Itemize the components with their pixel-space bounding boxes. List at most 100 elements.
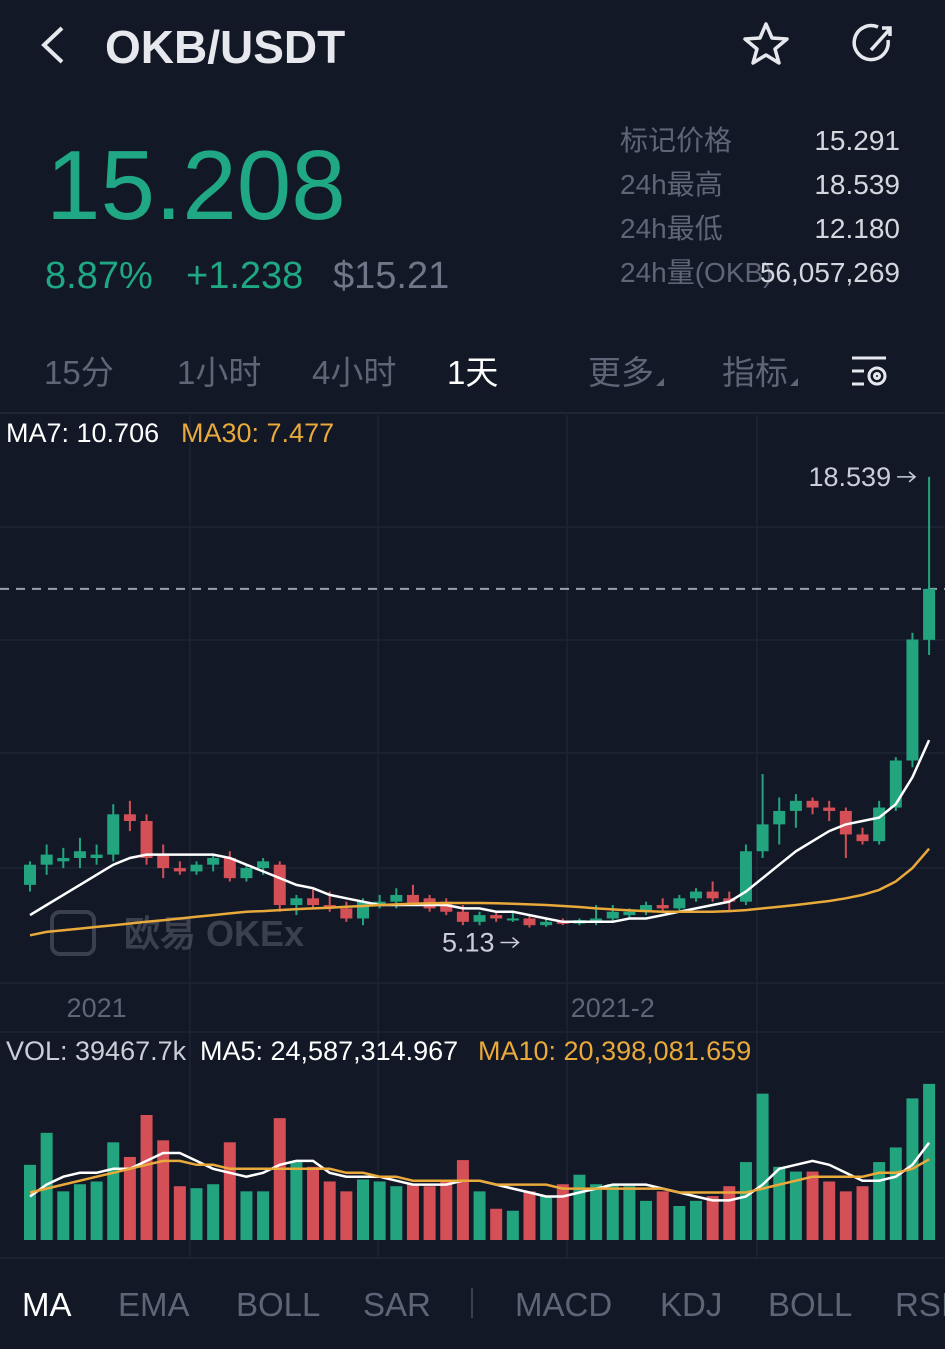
volume-bar — [839, 1191, 852, 1240]
stat-label: 标记价格 — [620, 125, 732, 156]
candle-body — [473, 915, 486, 922]
candle-body — [340, 908, 353, 919]
candle-body — [723, 898, 736, 902]
volume-bar — [140, 1115, 153, 1240]
stat-label: 24h最高 — [620, 169, 723, 200]
candle-body — [523, 918, 536, 926]
volume-bar — [756, 1093, 769, 1240]
candle-body — [690, 891, 702, 899]
volume-bar — [789, 1171, 802, 1240]
volume-bar — [573, 1174, 586, 1240]
indicator-tab[interactable]: SAR — [363, 1286, 431, 1323]
indicator-tab[interactable]: MA — [22, 1286, 72, 1323]
candle-body — [357, 901, 369, 919]
volume-bar — [523, 1191, 536, 1240]
candle-body — [756, 824, 769, 852]
stat-value: 15.291 — [814, 125, 900, 156]
volume-bar — [323, 1181, 336, 1240]
refresh-button[interactable] — [852, 23, 890, 62]
volume-ma-line — [29, 1158, 930, 1194]
low-arrow — [500, 936, 520, 949]
volume-bar — [540, 1196, 553, 1240]
volume-bar — [473, 1191, 486, 1240]
interval-tab[interactable]: 15分 — [44, 354, 114, 391]
volume-bar — [273, 1118, 286, 1240]
candle-body — [656, 905, 669, 909]
volume-bar — [673, 1205, 686, 1240]
dropdown-marker — [790, 378, 798, 386]
candle-body — [623, 911, 636, 916]
candle-body — [406, 894, 419, 906]
candle-body — [640, 905, 653, 912]
stats: 标记价格 15.291 24h最高 18.539 24h最低 12.180 24h量(OKB… — [620, 125, 900, 288]
indicator-tab[interactable]: KDJ — [660, 1286, 722, 1323]
indicator-tab[interactable]: EMA — [118, 1286, 190, 1323]
volume-bar — [856, 1186, 869, 1240]
candle-body — [273, 864, 286, 906]
candle-body — [540, 921, 553, 926]
candle-body — [923, 588, 936, 640]
interval-tab[interactable]: 1小时 — [177, 354, 261, 391]
candle-body — [789, 800, 802, 811]
candle-body — [889, 760, 902, 808]
interval-tab[interactable]: 4小时 — [312, 354, 396, 391]
volume-bar — [173, 1186, 186, 1240]
candle-body — [440, 901, 453, 912]
volume-bar — [690, 1200, 702, 1240]
indicator-tab[interactable]: RSI — [895, 1286, 945, 1323]
volume-bar — [556, 1184, 569, 1240]
stat-value: 56,057,269 — [760, 257, 900, 288]
usd-price: $15.21 — [333, 255, 449, 297]
indicator-tab[interactable]: BOLL — [768, 1286, 852, 1323]
volume-bar — [723, 1186, 736, 1240]
x-tick-label: 2021-2 — [571, 993, 655, 1023]
interval-tab[interactable]: 指标 — [722, 354, 788, 391]
volume-bar — [24, 1164, 36, 1240]
volume-bar — [623, 1186, 636, 1240]
candle-body — [123, 814, 136, 822]
volume-bar — [107, 1142, 120, 1240]
volume-bar — [739, 1162, 752, 1240]
stat-label: 24h最低 — [620, 213, 723, 244]
change-amount: +1.238 — [186, 255, 303, 297]
candle-body — [107, 814, 120, 855]
volume-bar — [423, 1186, 436, 1240]
volume-bar — [823, 1181, 836, 1240]
ma-legend: MA7: 10.706 — [6, 418, 159, 448]
volume-bar — [240, 1191, 253, 1240]
candle-body — [223, 857, 236, 879]
candle-body — [506, 918, 519, 921]
candle-body — [906, 639, 919, 761]
high-label: 18.539 — [809, 462, 892, 492]
interval-tab[interactable]: 更多 — [588, 354, 654, 391]
volume-legend: VOL: 39467.7k — [6, 1036, 187, 1066]
candle-body — [806, 800, 819, 808]
favorite-button[interactable] — [743, 22, 789, 65]
ma-line — [29, 739, 931, 924]
volume-bar — [706, 1196, 719, 1240]
candle-body — [456, 911, 469, 922]
indicator-tab[interactable]: BOLL — [236, 1286, 320, 1323]
indicator-tab[interactable]: MACD — [515, 1286, 612, 1323]
candle-body — [856, 834, 869, 842]
candle-body — [606, 911, 619, 919]
indicator-tabs: MA EMA BOLL SAR MACD KDJ BOLL RSI — [22, 1286, 945, 1323]
volume-bar — [373, 1181, 386, 1240]
volume-bar — [606, 1184, 619, 1240]
volume-bar — [123, 1156, 136, 1240]
interval-tab[interactable]: 1天 — [447, 354, 498, 391]
chart-settings-button[interactable] — [852, 356, 887, 386]
candle-body — [90, 854, 103, 858]
volume-bar — [207, 1184, 220, 1240]
volume-bar — [340, 1191, 353, 1240]
volume-bar — [773, 1166, 786, 1240]
high-arrow — [897, 471, 917, 483]
volume-bar — [190, 1188, 203, 1240]
candle-body — [823, 807, 836, 811]
candle-body — [590, 918, 603, 921]
candle-body — [706, 891, 719, 899]
candle-body — [157, 854, 170, 869]
back-button[interactable] — [41, 26, 64, 64]
